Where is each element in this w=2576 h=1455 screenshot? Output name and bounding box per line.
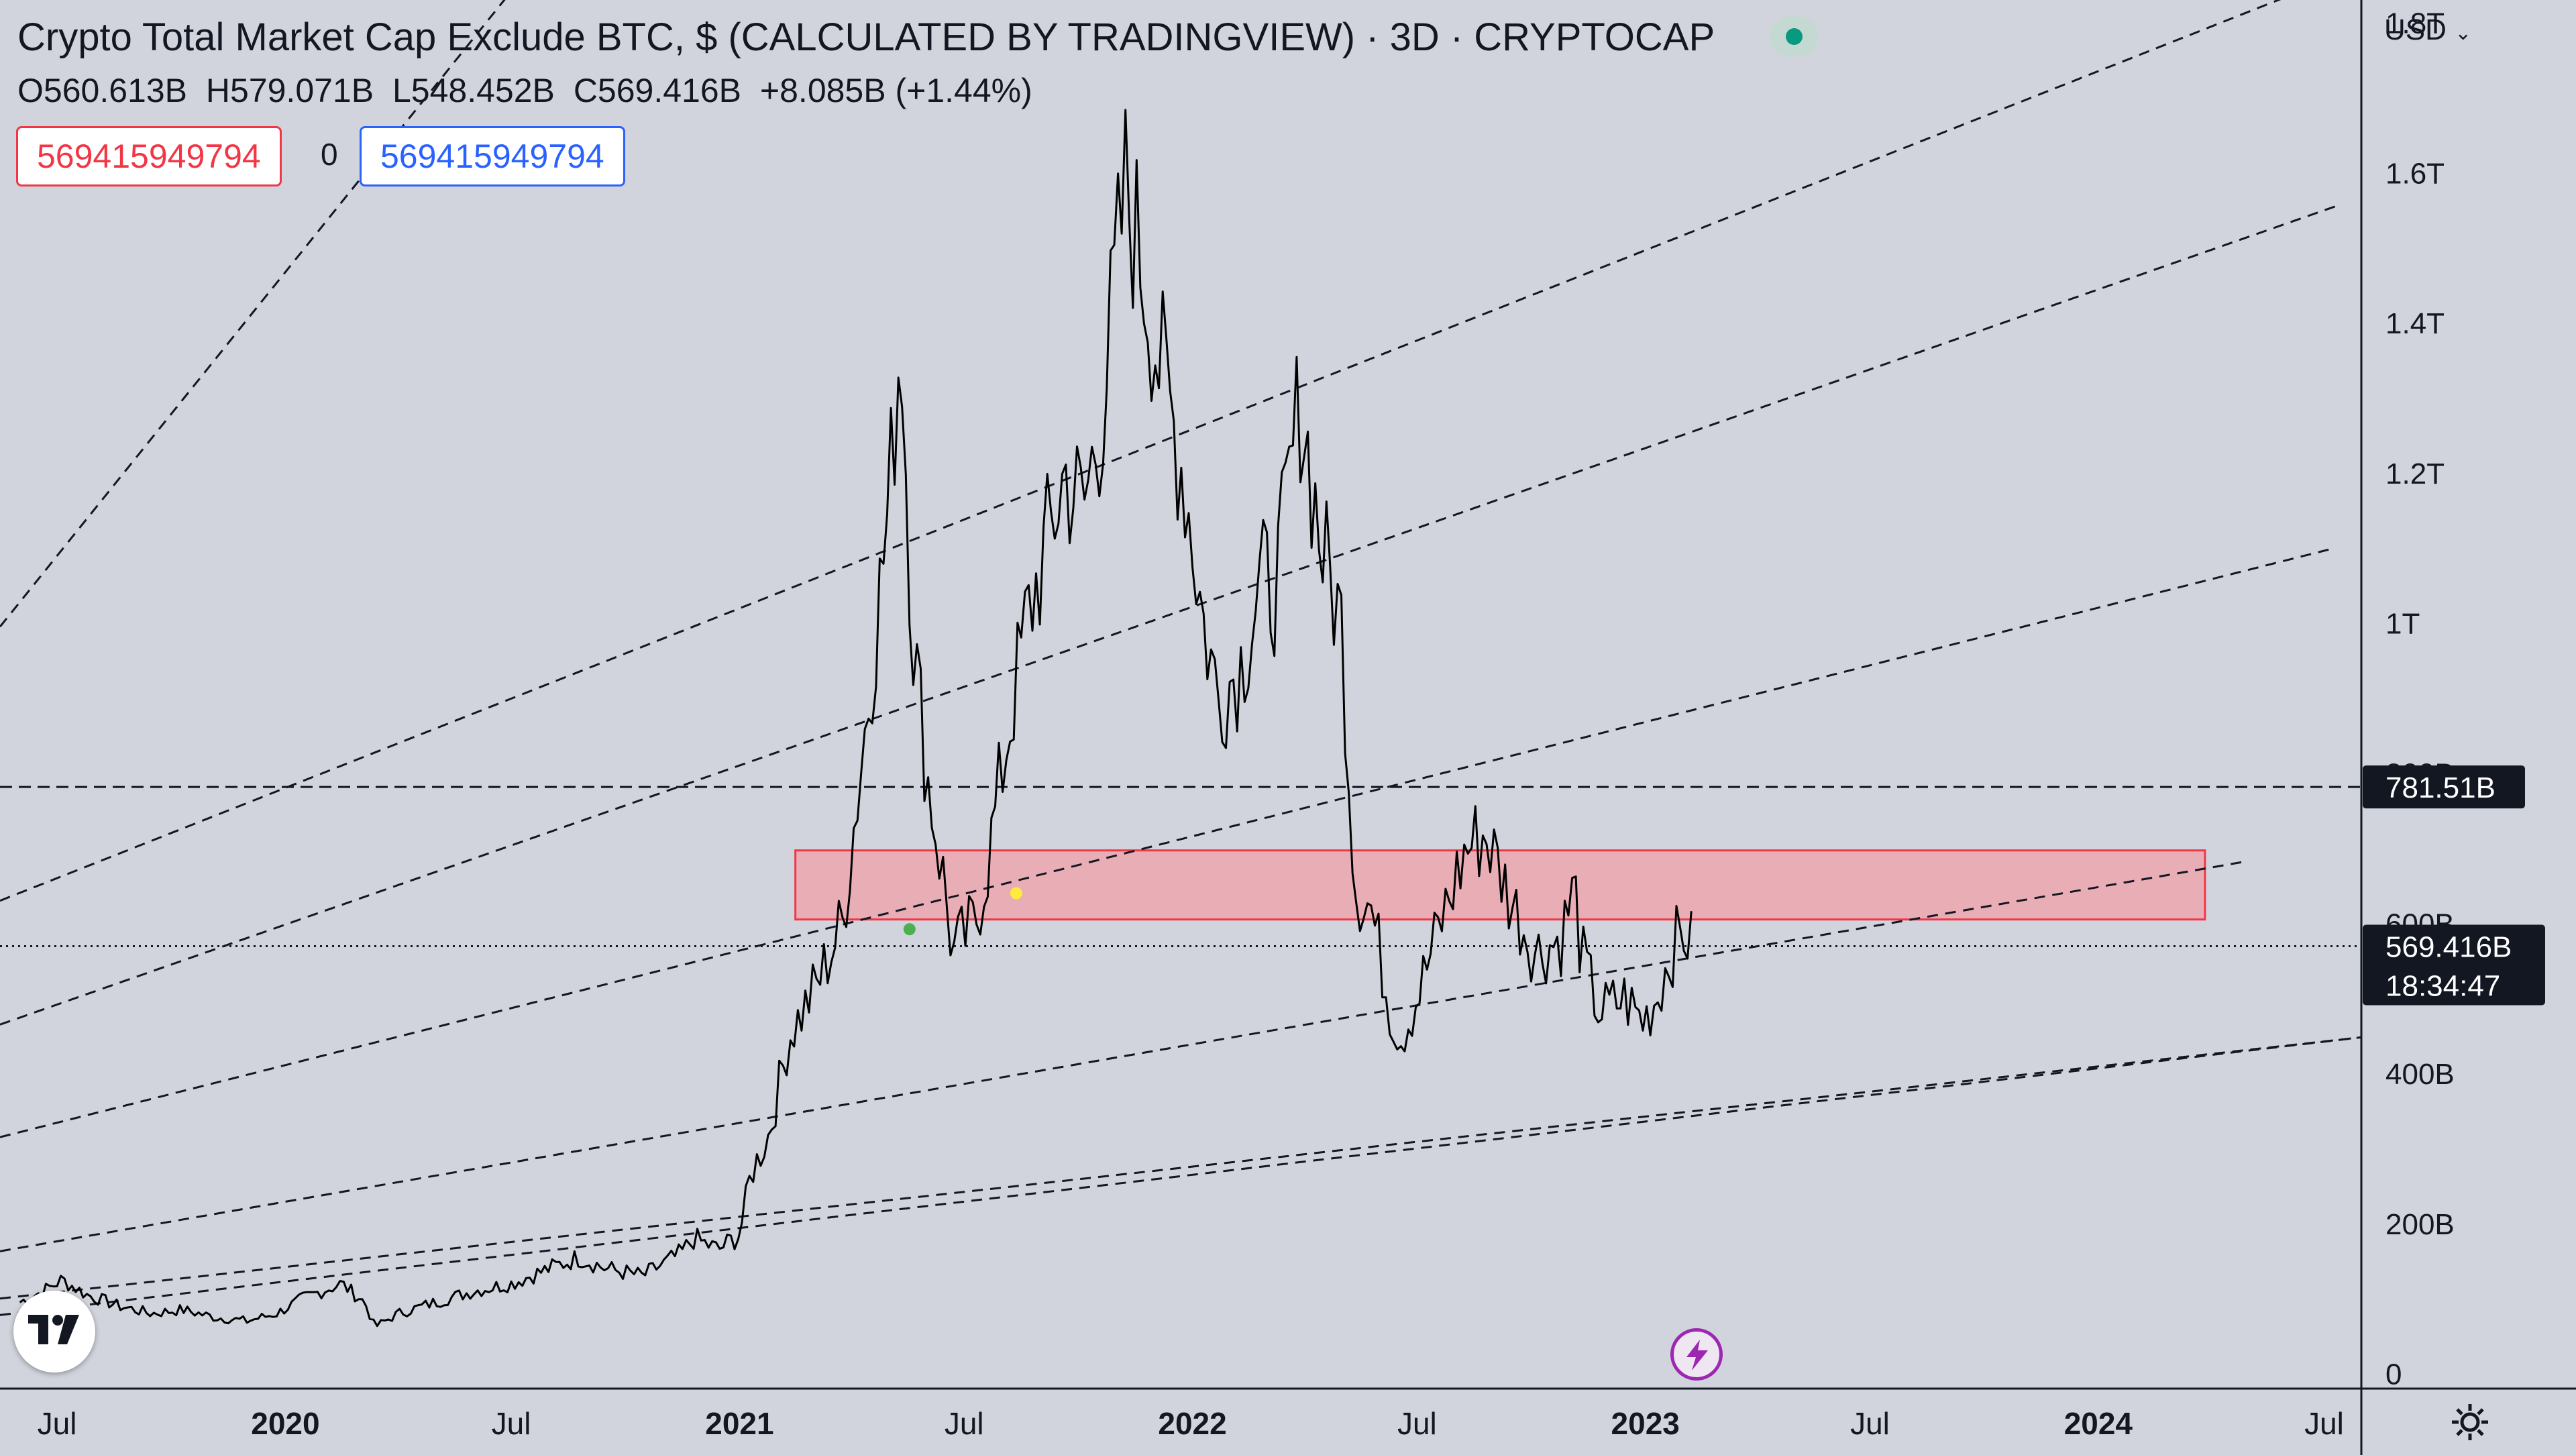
time-tick-label: 2024 [2064,1406,2133,1441]
trendline[interactable] [0,0,2335,902]
time-tick-label: 2021 [705,1406,773,1441]
trendline[interactable] [0,205,2336,1026]
time-tick-label: Jul [38,1406,77,1441]
chevron-down-icon: ⌄ [2455,22,2472,44]
settings-gear-icon[interactable] [2450,1402,2490,1446]
trendline[interactable] [0,547,2336,1138]
last-price-tag [2363,924,2545,1006]
time-tick-label: Jul [945,1406,984,1441]
market-status-indicator[interactable] [1770,16,1818,56]
ohlc-legend: O560.613B H579.071B L548.452B C569.416B … [17,71,1042,110]
sell-price-box[interactable]: 569415949794 [16,126,282,186]
time-tick-label: Jul [492,1406,531,1441]
tradingview-logo-icon[interactable] [13,1291,95,1372]
time-tick-label: 2023 [1611,1406,1680,1441]
buy-price-box[interactable]: 569415949794 [360,126,625,186]
trendline[interactable] [0,0,523,628]
price-series-line[interactable] [19,109,1693,1328]
level-price-tag-label: 781.51B [2385,771,2496,804]
last-price-tag-label: 569.416B [2385,930,2512,963]
time-axis[interactable]: Jul 2020 Jul 2021 Jul 2022 Jul 2023 Jul 2024 Jul [38,1406,2344,1441]
price-tick-label: 1.8T [2385,7,2445,40]
signal-marker-icon[interactable] [903,923,916,936]
price-tick-label: 0 [2385,1358,2402,1391]
ohlc-change: +8.085B (+1.44%) [759,72,1032,109]
time-tick-label: 2022 [1158,1406,1226,1441]
price-tags: 781.51B 569.416B 18:34:47 [2363,765,2545,1006]
price-tick-label: 1.6T [2385,157,2445,190]
bar-countdown-label: 18:34:47 [2385,969,2500,1002]
trendline[interactable] [0,1036,2361,1316]
time-tick-label: Jul [1850,1406,1890,1441]
chart-title: Crypto Total Market Cap Exclude BTC, $ (… [17,15,1715,59]
price-tick-label: 1.4T [2385,307,2445,340]
signal-marker-icon[interactable] [1010,887,1022,900]
price-tick-label: 200B [2385,1208,2455,1241]
spread-value: 0 [321,137,338,172]
price-tick-label: 1.2T [2385,457,2445,490]
trendline[interactable] [0,1036,2361,1300]
currency-selector[interactable]: USD ⌄ [2384,13,2471,47]
level-price-tag [2363,765,2525,809]
price-axis[interactable]: 1.8T1.6T1.4T1.2T1T800B600B400B200B0 [2385,7,2455,1391]
ohlc-low: L548.452B [392,72,555,109]
market-status-dot-icon [1786,28,1803,45]
plot-area[interactable] [0,0,2361,1328]
price-tick-label: 400B [2385,1058,2455,1091]
time-tick-label: 2020 [251,1406,319,1441]
time-tick-label: Jul [2304,1406,2344,1441]
price-tick-label: 1T [2385,608,2420,641]
lightning-icon[interactable] [1670,1328,1723,1381]
ohlc-high: H579.071B [205,72,374,109]
ohlc-close: C569.416B [573,72,742,109]
time-tick-label: Jul [1397,1406,1437,1441]
currency-label: USD [2384,13,2447,46]
ohlc-open: O560.613B [17,72,187,109]
